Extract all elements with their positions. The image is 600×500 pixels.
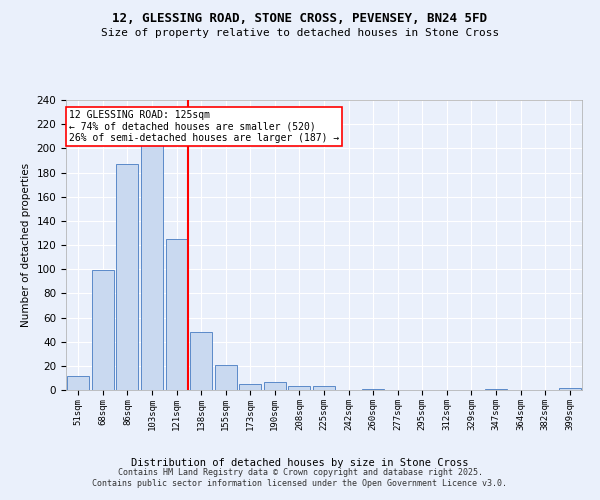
Bar xyxy=(92,270,114,390)
Text: 12, GLESSING ROAD, STONE CROSS, PEVENSEY, BN24 5FD: 12, GLESSING ROAD, STONE CROSS, PEVENSEY… xyxy=(113,12,487,26)
Bar xyxy=(166,239,188,390)
Bar xyxy=(141,144,163,390)
Bar xyxy=(67,376,89,390)
Text: Distribution of detached houses by size in Stone Cross: Distribution of detached houses by size … xyxy=(131,458,469,468)
Text: Size of property relative to detached houses in Stone Cross: Size of property relative to detached ho… xyxy=(101,28,499,38)
Bar xyxy=(362,389,384,390)
Bar xyxy=(116,164,139,390)
Y-axis label: Number of detached properties: Number of detached properties xyxy=(21,163,31,327)
Text: Contains HM Land Registry data © Crown copyright and database right 2025.
Contai: Contains HM Land Registry data © Crown c… xyxy=(92,468,508,487)
Bar xyxy=(559,388,581,390)
Bar xyxy=(190,332,212,390)
Bar xyxy=(289,386,310,390)
Bar xyxy=(313,386,335,390)
Bar xyxy=(215,364,237,390)
Bar xyxy=(239,384,262,390)
Bar xyxy=(264,382,286,390)
Bar xyxy=(485,389,507,390)
Text: 12 GLESSING ROAD: 125sqm
← 74% of detached houses are smaller (520)
26% of semi-: 12 GLESSING ROAD: 125sqm ← 74% of detach… xyxy=(68,110,339,144)
